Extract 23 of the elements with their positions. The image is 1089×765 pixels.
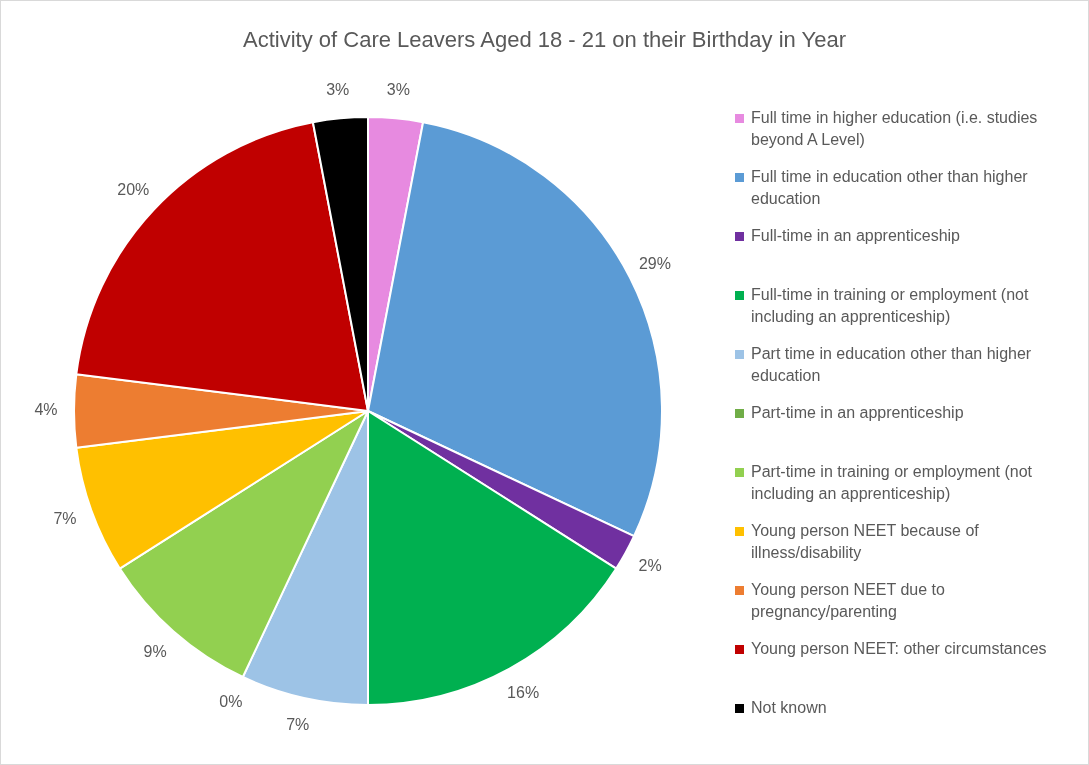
legend-label: Full time in education other than higher education bbox=[751, 168, 1028, 207]
legend-label: Part-time in training or employment (not including an apprenticeship) bbox=[751, 463, 1032, 502]
data-label: 16% bbox=[507, 683, 540, 701]
legend-label: Not known bbox=[751, 699, 827, 716]
legend-label: Young person NEET because of illness/disability bbox=[751, 522, 979, 561]
data-label: 7% bbox=[286, 715, 310, 733]
data-label: 9% bbox=[143, 642, 167, 660]
data-label: 7% bbox=[53, 510, 77, 528]
legend-label: Young person NEET: other circumstances bbox=[751, 640, 1047, 657]
legend-label: Full time in higher education (i.e. studies beyond A Level) bbox=[751, 109, 1038, 148]
data-label: 4% bbox=[34, 401, 58, 419]
text: 0% bbox=[219, 692, 243, 710]
legend-label: Young person NEET due to pregnancy/parenting bbox=[751, 581, 945, 620]
legend-label: Part time in education other than higher education bbox=[751, 345, 1032, 384]
data-label: 3% bbox=[386, 80, 410, 98]
data-label: 3% bbox=[326, 80, 350, 98]
data-label: 20% bbox=[117, 180, 150, 198]
legend-label: Full-time in training or employment (not including an apprenticeship) bbox=[751, 286, 1029, 325]
chart-title: Activity of Care Leavers Aged 18 - 21 on their Birthday in Year bbox=[242, 27, 847, 53]
legend-label: Part-time in an apprenticeship bbox=[751, 404, 964, 421]
data-label: 2% bbox=[638, 556, 662, 574]
data-label: 29% bbox=[638, 255, 671, 273]
legend-label: Full-time in an apprenticeship bbox=[751, 227, 960, 244]
